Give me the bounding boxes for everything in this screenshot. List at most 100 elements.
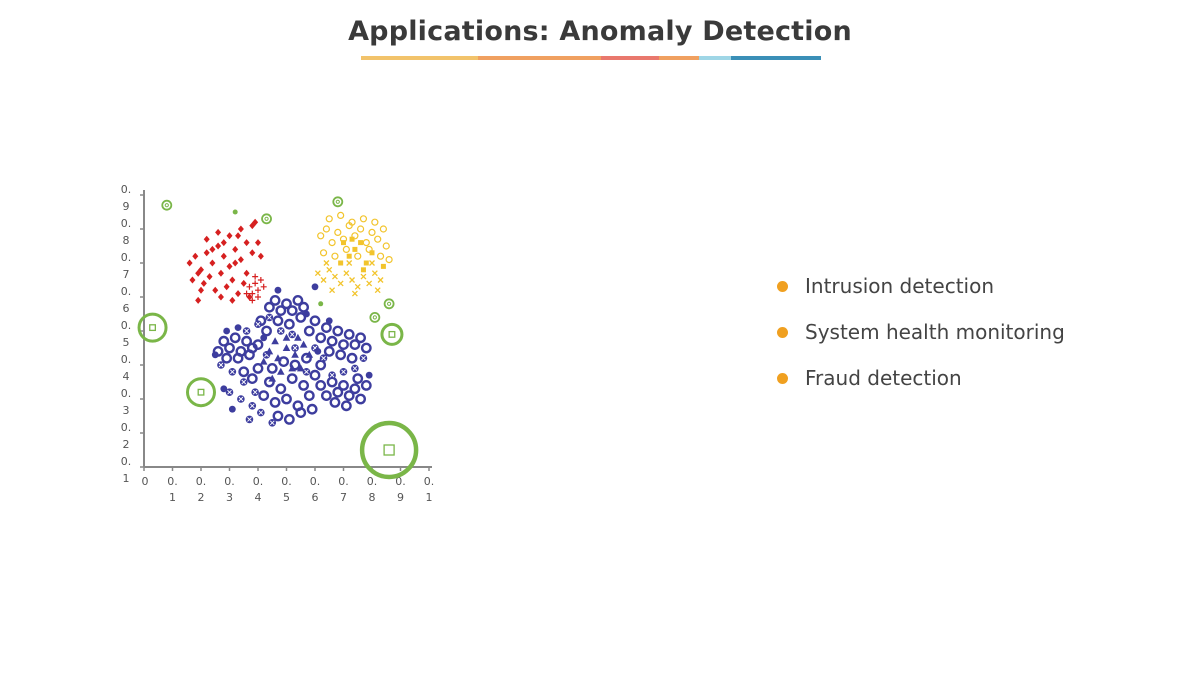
data-point-dot — [228, 405, 236, 413]
data-point-x — [374, 287, 381, 294]
data-point-cross-mark — [227, 389, 232, 395]
data-point-x — [346, 260, 353, 266]
data-point-ring — [346, 352, 358, 364]
anomaly-center-ring — [387, 301, 392, 306]
data-point-diamond — [235, 232, 242, 240]
data-point-diamond — [203, 249, 210, 257]
x-tick-label: 4 — [255, 491, 262, 504]
x-tick-label: 7 — [340, 491, 347, 504]
data-point-plus — [243, 290, 250, 297]
data-point-plus — [249, 290, 256, 297]
y-tick-label: 0. — [121, 421, 132, 434]
x-tick-label: 0. — [224, 475, 235, 488]
anomaly-scatter-chart: 0. 9 0. 8 0. 7 0. 6 0. 5 0. 4 0. 3 0. 2 0. 1 0 0. 1 0. 2 0. 3 0. 4… — [110, 180, 450, 510]
data-point-plus — [257, 277, 264, 283]
x-tick-label: 6 — [312, 491, 319, 504]
data-point-x — [343, 270, 350, 277]
data-point-diamond — [217, 269, 224, 277]
data-point-ring — [229, 332, 241, 344]
data-point-ring — [232, 352, 244, 364]
data-point-cross-mark — [238, 396, 244, 402]
x-tick-label: 2 — [198, 491, 205, 504]
data-point-open-circle — [368, 228, 376, 237]
data-point-diamond — [226, 262, 233, 270]
data-point-diamond — [255, 239, 261, 247]
data-point-open-circle — [328, 238, 336, 247]
x-tick-label: 3 — [226, 491, 233, 504]
data-point-ring — [221, 352, 233, 364]
data-point-ring — [332, 325, 344, 337]
data-point-diamond — [235, 290, 242, 298]
data-point-ring — [352, 373, 364, 385]
data-point-cross-mark — [230, 369, 235, 375]
data-point-cross-mark — [249, 403, 255, 409]
data-point-x — [351, 290, 358, 297]
anomaly-dot — [318, 301, 324, 307]
data-point-ring — [335, 349, 347, 361]
data-point-diamond — [195, 269, 202, 277]
y-tick-label: 2 — [123, 438, 130, 451]
data-point-cross-mark — [258, 410, 264, 415]
data-point-diamond — [215, 242, 222, 250]
data-point-ring — [246, 373, 258, 385]
data-point-ring — [275, 383, 287, 395]
data-point-plus — [246, 283, 253, 290]
data-point-diamond — [186, 259, 193, 267]
data-point-plus — [260, 283, 267, 290]
data-point-ring — [301, 352, 312, 364]
data-point-ring — [306, 403, 318, 415]
data-point-ring — [355, 393, 367, 405]
data-point-open-circle — [342, 245, 350, 254]
data-point-x — [331, 273, 338, 280]
x-tick-label: 9 — [397, 491, 404, 504]
data-point-diamond — [189, 276, 196, 284]
data-point-ring — [258, 390, 270, 402]
data-point-cross-mark — [269, 420, 275, 426]
data-point-ring — [269, 396, 281, 408]
data-point-x — [369, 260, 375, 266]
anomaly-circle — [359, 420, 419, 480]
data-point-square — [352, 246, 358, 252]
data-point-diamond — [243, 269, 250, 277]
data-point-open-circle — [337, 211, 345, 220]
y-tick-label: 3 — [123, 404, 130, 417]
x-tick-label: 8 — [369, 491, 376, 504]
bullet-dot-icon — [777, 327, 788, 338]
data-point-triangle — [277, 367, 285, 375]
bullet-text: Intrusion detection — [805, 274, 995, 298]
data-point-diamond — [237, 225, 244, 233]
y-tick-label: 0. — [121, 251, 132, 264]
data-point-ring — [320, 322, 332, 334]
data-point-ring — [292, 295, 304, 306]
data-point-x — [360, 273, 367, 280]
data-point-diamond — [203, 235, 210, 243]
anomaly-circle — [332, 196, 344, 208]
anomaly-circle — [137, 312, 168, 343]
data-point-square — [346, 253, 352, 259]
data-point-ring — [269, 295, 281, 306]
data-point-ring — [303, 390, 315, 402]
data-point-open-circle — [351, 232, 359, 240]
data-point-ring — [281, 298, 292, 310]
data-point-ring — [338, 339, 349, 351]
data-point-cross-mark — [241, 379, 247, 385]
data-point-cross-mark — [292, 345, 298, 351]
data-point-square — [349, 236, 355, 242]
data-point-ring — [360, 342, 372, 354]
anomaly-circle — [161, 199, 173, 211]
data-point-ring — [252, 362, 264, 374]
data-point-diamond — [212, 286, 219, 294]
anomaly-circle — [383, 298, 395, 310]
anomaly-center-square — [149, 324, 156, 332]
data-point-open-circle — [379, 225, 387, 233]
data-point-ring — [315, 332, 327, 344]
data-point-triangle — [268, 374, 277, 382]
x-tick-label: 0. — [281, 475, 292, 488]
anomaly-dot — [232, 209, 238, 215]
data-point-triangle — [282, 333, 291, 341]
data-point-plus — [249, 297, 256, 304]
data-point-ring — [338, 379, 349, 391]
x-tick-label: 0. — [196, 475, 207, 488]
data-point-ring — [329, 396, 341, 408]
x-tick-label: 1 — [426, 491, 433, 504]
